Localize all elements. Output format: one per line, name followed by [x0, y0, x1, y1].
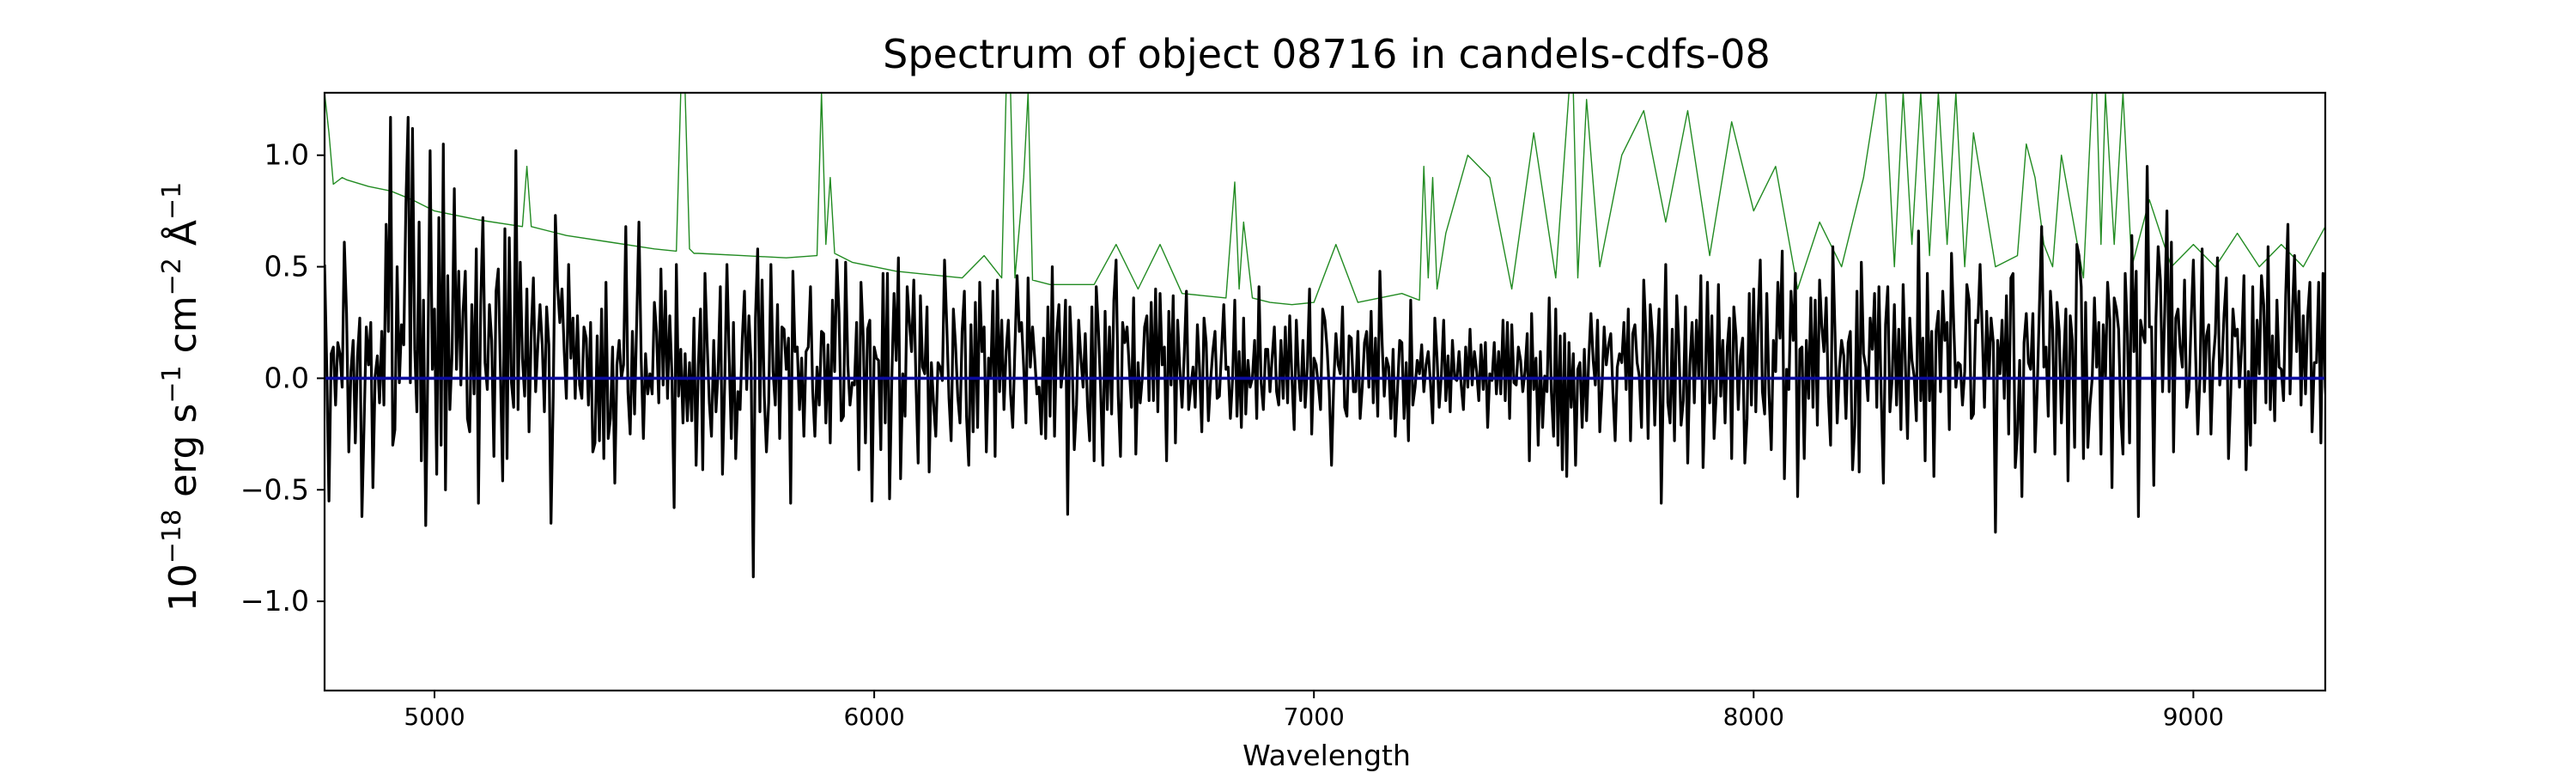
- x-tick-label: 5000: [404, 703, 465, 731]
- plot-frame: [323, 91, 2327, 692]
- error-spectrum-line: [325, 93, 2325, 306]
- y-tick-label: 1.0: [264, 138, 309, 172]
- x-tick-label: 8000: [1723, 703, 1784, 731]
- y-axis-label-exp-1: −18: [157, 509, 187, 563]
- y-axis-label-exp-2: −1: [157, 365, 187, 403]
- y-axis-label-base: 10: [161, 563, 205, 612]
- y-axis-label-exp-4: −1: [157, 182, 187, 220]
- x-axis-label: Wavelength: [1242, 739, 1411, 772]
- y-tick-label: −1.0: [240, 584, 309, 618]
- y-axis-label-exp-3: −2: [157, 258, 187, 295]
- y-tick-label: −0.5: [240, 472, 309, 506]
- y-tick-label: 0.5: [264, 250, 309, 283]
- y-tick-label: 0.0: [264, 361, 309, 394]
- chart-title: Spectrum of object 08716 in candels-cdfs…: [883, 31, 1771, 77]
- flux-spectrum-line: [325, 116, 2325, 579]
- x-tick-label: 9000: [2163, 703, 2224, 731]
- y-axis-label-part-3: Å: [160, 220, 205, 258]
- y-axis-label-part-1: erg s: [161, 404, 205, 509]
- y-axis-label: 10−18 erg s−1 cm−2 Å−1: [157, 182, 205, 612]
- x-tick-label: 7000: [1284, 703, 1345, 731]
- x-tick-label: 6000: [843, 703, 904, 731]
- y-axis-label-part-2: cm: [161, 295, 205, 365]
- svg-text:10−18 erg s−1 cm−2 Å−1: 10−18 erg s−1 cm−2 Å−1: [157, 182, 205, 612]
